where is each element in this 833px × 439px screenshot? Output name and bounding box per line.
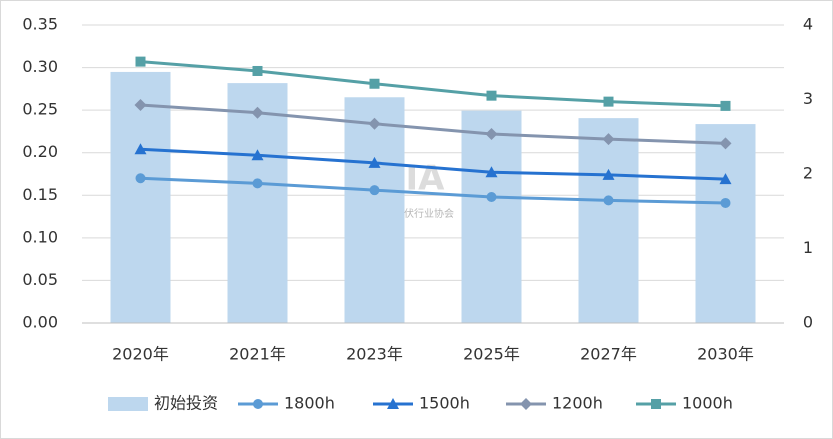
line-marker [603,96,614,107]
line-marker [603,195,614,206]
legend-label: 1500h [419,394,470,413]
x-tick-label: 2025年 [463,345,520,364]
line-marker [369,185,380,196]
y-tick-label: 0.10 [22,227,58,246]
line [140,60,726,108]
line-marker [252,65,263,76]
x-tick-label: 2020年 [112,345,169,364]
x-tick-label: 2027年 [580,345,637,364]
bar [110,71,171,323]
bar [695,124,756,324]
x-tick-label: 2023年 [346,345,403,364]
line-marker [251,149,264,161]
line-marker [602,133,615,146]
legend-label: 初始投资 [154,394,218,413]
line-marker [720,197,731,208]
bar [344,97,405,323]
line [140,103,726,145]
x-tick-label: 2030年 [697,345,754,364]
line-marker [134,143,147,155]
line-marker [368,117,381,130]
legend-label: 1000h [682,394,733,413]
y-tick-label: 0.20 [22,142,58,161]
legend-swatch [108,397,148,411]
legend-marker [651,399,661,409]
line-marker [720,100,731,111]
bar [461,110,522,323]
y-tick-label: 0.05 [22,270,58,289]
line-marker [719,173,732,185]
bar [578,118,639,323]
line-marker [486,90,497,101]
line-marker [135,56,146,67]
legend-marker [520,398,532,410]
y2-tick-label: 2 [803,164,813,183]
legend-marker [387,398,399,409]
line-marker [485,127,498,140]
line-marker [486,191,497,202]
y-tick-label: 0.25 [22,100,58,119]
line-marker [719,137,732,150]
y2-tick-label: 0 [803,313,813,332]
line [140,147,726,181]
legend-label: 1800h [284,394,335,413]
line-marker [251,106,264,119]
line-marker [252,178,263,189]
y2-tick-label: 4 [803,15,813,34]
line-marker [369,78,380,89]
line-marker [368,156,381,168]
y2-tick-label: 1 [803,238,813,257]
line-marker [135,173,146,184]
line [140,176,726,205]
x-tick-label: 2021年 [229,345,286,364]
y2-tick-label: 3 [803,89,813,108]
y-tick-label: 0.00 [22,313,58,332]
line-marker [485,166,498,178]
bar [227,83,288,323]
y-tick-label: 0.35 [22,15,58,34]
legend-marker [253,399,263,409]
y-tick-label: 0.15 [22,185,58,204]
legend-label: 1200h [552,394,603,413]
line-marker [602,168,615,180]
line-marker [134,99,147,112]
y-tick-label: 0.30 [22,57,58,76]
